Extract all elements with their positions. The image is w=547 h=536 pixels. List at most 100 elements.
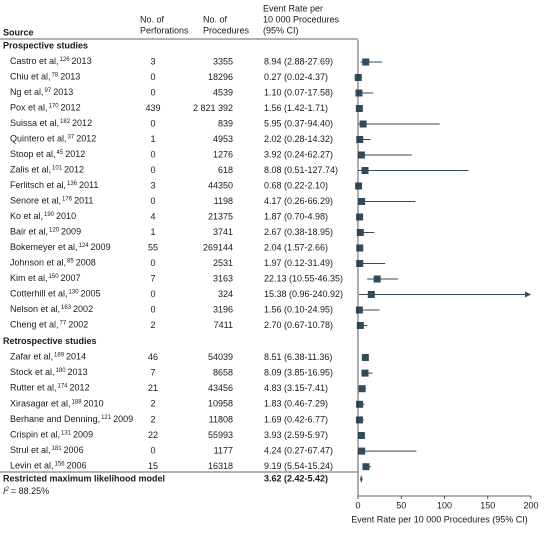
estimate-square — [356, 322, 364, 329]
perforations: 0 — [150, 165, 155, 175]
estimate-square — [358, 198, 366, 205]
estimate-square — [373, 275, 381, 283]
ci-arrow — [525, 291, 531, 298]
perforations: 55 — [148, 242, 158, 252]
ci-label: 1.69 (0.42-6.77) — [264, 414, 328, 424]
perforations: 3 — [150, 56, 155, 66]
study-ref: 37 — [68, 134, 75, 140]
study-year: 2009 — [113, 414, 133, 424]
procedures: 55993 — [208, 430, 233, 440]
ci-label: 15.38 (0.96-240.92) — [264, 289, 343, 299]
header-source: Source — [3, 27, 34, 37]
study-name: Levin et al, — [10, 461, 54, 471]
study-year: 2002 — [68, 320, 88, 330]
perforations: 7 — [150, 273, 155, 283]
study-source: Cheng et al,77 2002 — [10, 320, 88, 330]
ci-label: 22.13 (10.55-46.35) — [264, 273, 343, 283]
header-procedures: Procedures — [203, 25, 250, 35]
study-source: Kim et al,150 2007 — [10, 273, 81, 283]
procedures: 18296 — [208, 72, 233, 82]
study-year: 2012 — [72, 118, 92, 128]
estimate-square — [356, 136, 364, 143]
study-source: Senore et al,176 2011 — [10, 196, 93, 206]
study-source: Ko et al,190 2010 — [10, 211, 76, 221]
study-name: Cotterhill et al, — [10, 289, 68, 299]
perforations: 0 — [150, 149, 155, 159]
study-source: Levin et al,156 2006 — [10, 461, 87, 471]
study-source: Berhane and Denning,121 2009 — [10, 414, 133, 424]
header-rate: 10 000 Procedures — [263, 14, 340, 24]
study-source: Pox et al,170 2012 — [10, 103, 81, 113]
perforations: 0 — [150, 445, 155, 455]
ci-label: 4.83 (3.15-7.41) — [264, 383, 328, 393]
study-source: Cotterhill et al,130 2005 — [10, 289, 101, 299]
x-tick-label: 0 — [355, 500, 360, 510]
study-source: Strul et al,181 2006 — [10, 445, 84, 455]
perforations: 439 — [145, 103, 160, 113]
perforations: 0 — [150, 196, 155, 206]
estimate-square — [356, 244, 364, 252]
procedures: 3163 — [213, 273, 233, 283]
study-source: Stock et al,180 2013 — [10, 367, 88, 377]
procedures: 269144 — [203, 242, 233, 252]
estimate-square — [358, 447, 366, 455]
study-name: Zalis et al, — [10, 165, 51, 175]
perforations: 21 — [148, 383, 158, 393]
study-ref: 126 — [60, 57, 71, 63]
perforations: 2 — [150, 414, 155, 424]
study-ref: 97 — [45, 88, 52, 94]
group-title: Retrospective studies — [3, 336, 97, 346]
ci-label: 0.68 (0.22-2.10) — [264, 180, 328, 190]
study-ref: 45 — [57, 150, 64, 156]
perforations: 1 — [150, 134, 155, 144]
study-year: 2012 — [64, 165, 84, 175]
study-name: Cheng et al, — [10, 320, 59, 330]
study-year: 2013 — [60, 72, 80, 82]
procedures: 2531 — [213, 258, 233, 268]
header-perforations: Perforations — [140, 25, 189, 35]
study-source: Johnson et al,85 2008 — [10, 258, 96, 268]
study-source: Bokemeyer et al,124 2009 — [10, 242, 111, 252]
study-name: Castro et al, — [10, 56, 59, 66]
study-ref: 85 — [67, 258, 74, 264]
het-symbol: I — [3, 486, 6, 496]
header-rate: (95% CI) — [263, 25, 299, 35]
study-ref: 174 — [58, 383, 69, 389]
study-year: 2011 — [79, 180, 98, 190]
study-ref: 78 — [52, 72, 59, 78]
summary-diamond — [360, 475, 363, 483]
perforations: 2 — [150, 320, 155, 330]
ci-label: 3.93 (2.59-5.97) — [264, 430, 328, 440]
procedures: 8658 — [213, 367, 233, 377]
procedures: 54039 — [208, 352, 233, 362]
study-year: 2009 — [91, 242, 111, 252]
procedures: 16318 — [208, 461, 233, 471]
study-year: 2006 — [67, 461, 87, 471]
estimate-square — [362, 58, 370, 66]
estimate-square — [361, 369, 369, 377]
ci-label: 9.19 (5.54-15.24) — [264, 461, 333, 471]
study-ref: 124 — [79, 243, 90, 249]
study-source: Xirasagar et al,188 2010 — [10, 399, 104, 409]
study-ref: 189 — [54, 352, 65, 358]
heterogeneity: I2 = 88.25% — [3, 486, 49, 496]
study-year: 2002 — [73, 304, 93, 314]
estimate-square — [356, 213, 364, 221]
study-ref: 131 — [61, 430, 72, 436]
study-year: 2010 — [84, 399, 104, 409]
estimate-square — [355, 105, 363, 112]
study-year: 2009 — [73, 430, 93, 440]
study-ref: 150 — [49, 274, 60, 280]
study-source: Suissa et al,182 2012 — [10, 118, 92, 128]
estimate-square — [358, 385, 366, 393]
study-name: Kim et al, — [10, 273, 48, 283]
study-ref: 136 — [67, 181, 78, 187]
study-year: 2013 — [72, 56, 92, 66]
perforations: 0 — [150, 118, 155, 128]
procedures: 44350 — [208, 180, 233, 190]
perforations: 46 — [148, 352, 158, 362]
study-year: 2005 — [81, 289, 101, 299]
estimate-square — [362, 463, 370, 471]
ci-label: 2.02 (0.28-14.32) — [264, 134, 333, 144]
study-year: 2006 — [64, 445, 84, 455]
